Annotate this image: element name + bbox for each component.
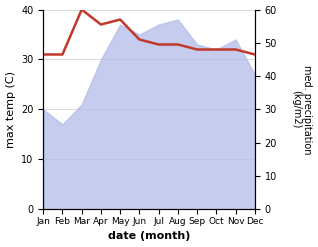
Y-axis label: max temp (C): max temp (C) — [5, 71, 16, 148]
X-axis label: date (month): date (month) — [108, 231, 190, 242]
Y-axis label: med. precipitation
(kg/m2): med. precipitation (kg/m2) — [291, 65, 313, 154]
